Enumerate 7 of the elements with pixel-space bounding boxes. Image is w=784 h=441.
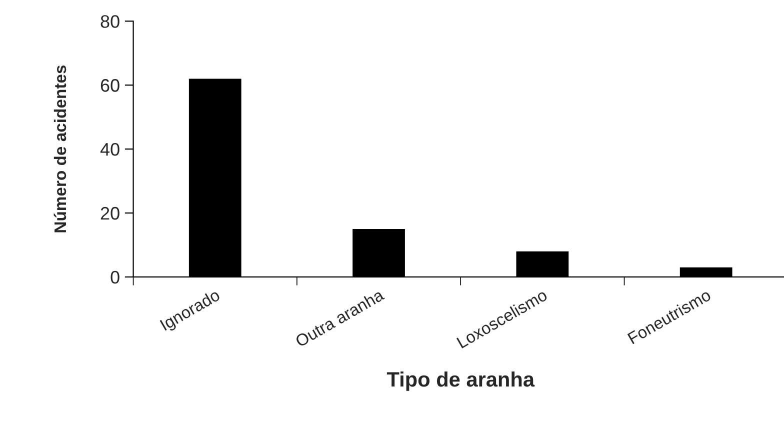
y-tick-label: 40 xyxy=(100,142,120,156)
y-tick-label: 0 xyxy=(110,270,120,284)
x-axis-title: Tipo de aranha xyxy=(386,371,535,391)
y-tick-label: 60 xyxy=(100,79,120,92)
y-tick-label: 20 xyxy=(100,206,120,220)
y-tick-label: 80 xyxy=(100,15,120,28)
y-axis-title: Número de acidentes xyxy=(54,65,66,232)
